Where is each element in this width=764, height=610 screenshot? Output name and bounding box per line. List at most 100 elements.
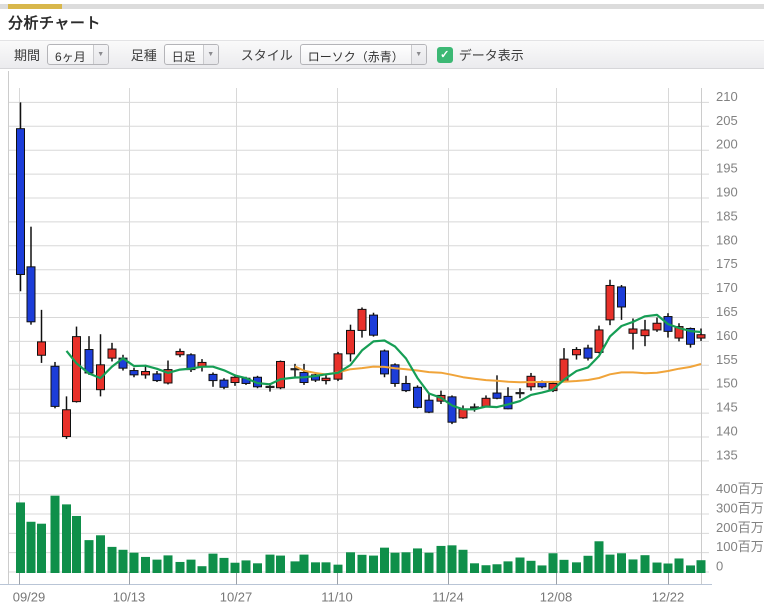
- long-ma-line: [294, 363, 702, 384]
- volume-axis-label: 200百万: [716, 520, 764, 535]
- volume-bar: [515, 557, 525, 573]
- up-candle: [276, 360, 285, 389]
- chevron-down-icon: ▼: [410, 45, 426, 64]
- volume-axis-label: 100百万: [716, 539, 764, 554]
- price-axis-label: 145: [716, 400, 738, 415]
- volume-bar: [424, 552, 434, 573]
- volume-bar: [594, 541, 604, 573]
- volume-bar: [640, 555, 650, 573]
- chevron-down-icon: ▼: [92, 45, 108, 64]
- date-axis-label: 10/27: [220, 590, 253, 605]
- price-axis-label: 165: [716, 304, 738, 319]
- accent-gold-segment: [8, 4, 62, 9]
- volume-bar: [50, 495, 60, 573]
- short-ma-line: [65, 313, 702, 411]
- axis-labels: 210 205 200 195 190 185 180 175 170 165 160 155 150 1…: [13, 89, 764, 605]
- doji-candle: [290, 368, 300, 371]
- volume-bar: [62, 504, 71, 573]
- down-candle: [617, 286, 626, 308]
- bar-type-value: 日足: [171, 50, 196, 64]
- volume-bar: [186, 559, 196, 573]
- price-axis-label: 135: [716, 447, 738, 462]
- up-candle: [62, 409, 71, 438]
- up-candle: [163, 369, 173, 384]
- period-select[interactable]: 6ヶ月 ▼: [47, 44, 109, 65]
- down-candle: [492, 392, 502, 399]
- volume-bar: [380, 547, 389, 573]
- gridlines: [8, 88, 709, 585]
- volume-bar: [413, 548, 422, 573]
- date-axis-label: 10/13: [113, 590, 146, 605]
- volume-bar: [84, 540, 94, 573]
- style-select[interactable]: ローソク（赤青） ▼: [299, 44, 427, 65]
- plot-frame: [0, 71, 712, 585]
- data-display-checkbox[interactable]: ✓: [436, 46, 453, 63]
- price-axis-label: 155: [716, 352, 738, 367]
- style-label: スタイル: [240, 48, 293, 63]
- down-candle: [26, 266, 36, 323]
- up-candle: [175, 350, 185, 356]
- up-candle: [652, 322, 662, 331]
- price-axis-label: 140: [716, 424, 738, 439]
- volume-bar: [537, 565, 547, 573]
- candlestick-volume-chart[interactable]: 210 205 200 195 190 185 180 175 170 165 160 155 150 1…: [0, 70, 764, 610]
- volume-bar: [696, 560, 706, 573]
- down-candle: [129, 370, 139, 376]
- up-candle: [640, 329, 650, 337]
- volume-bar: [141, 556, 150, 573]
- volume-bar: [357, 554, 367, 573]
- volume-bar: [241, 560, 251, 573]
- bar-type-select[interactable]: 日足 ▼: [163, 44, 219, 65]
- volume-bar: [503, 561, 513, 573]
- doji-candle: [515, 392, 525, 395]
- up-candle: [594, 329, 604, 353]
- volume-bar: [617, 553, 626, 573]
- volume-bar: [16, 502, 25, 573]
- volume-bar: [572, 562, 581, 573]
- price-axis-label: 205: [716, 113, 738, 128]
- down-candle: [447, 396, 457, 423]
- up-candle: [458, 408, 468, 419]
- price-axis-label: 200: [716, 137, 738, 152]
- volume-bar: [197, 566, 207, 573]
- price-axis-label: 185: [716, 208, 738, 223]
- volume-bar: [559, 559, 569, 573]
- volume-bar: [253, 563, 262, 573]
- price-axis-label: 170: [716, 280, 738, 295]
- price-axis-label: 190: [716, 185, 738, 200]
- date-axis-label: 09/29: [13, 590, 46, 605]
- up-candle: [333, 353, 343, 380]
- period-value: 6ヶ月: [55, 50, 86, 64]
- down-candle: [369, 314, 378, 336]
- volume-bar: [107, 546, 117, 573]
- period-label: 期間: [14, 48, 41, 63]
- down-candle: [537, 382, 547, 388]
- volume-bar: [37, 523, 46, 573]
- volume-bar: [652, 562, 662, 573]
- up-candle: [572, 349, 581, 356]
- top-accent-bar: [0, 4, 764, 9]
- down-candle: [16, 128, 25, 275]
- volume-bar: [219, 557, 229, 573]
- volume-bar: [458, 549, 468, 573]
- price-axis-label: 195: [716, 161, 738, 176]
- volume-bar: [674, 558, 684, 573]
- date-axis-label: 11/24: [432, 590, 464, 605]
- down-candle: [208, 373, 218, 382]
- up-candle: [628, 328, 638, 334]
- volume-bar: [129, 552, 139, 573]
- page-title: 分析チャート: [8, 15, 101, 32]
- volume-bar: [96, 535, 105, 573]
- volume-bar: [276, 555, 285, 573]
- volume-bar: [72, 515, 81, 573]
- volume-bar: [436, 545, 446, 573]
- volume-bar: [628, 559, 638, 573]
- volume-bar: [163, 555, 173, 573]
- check-icon: ✓: [440, 49, 450, 61]
- down-candle: [401, 382, 411, 392]
- down-candle: [84, 349, 94, 374]
- volume-bar: [311, 562, 320, 573]
- volume-bar: [321, 562, 331, 573]
- doji-candle: [265, 385, 275, 389]
